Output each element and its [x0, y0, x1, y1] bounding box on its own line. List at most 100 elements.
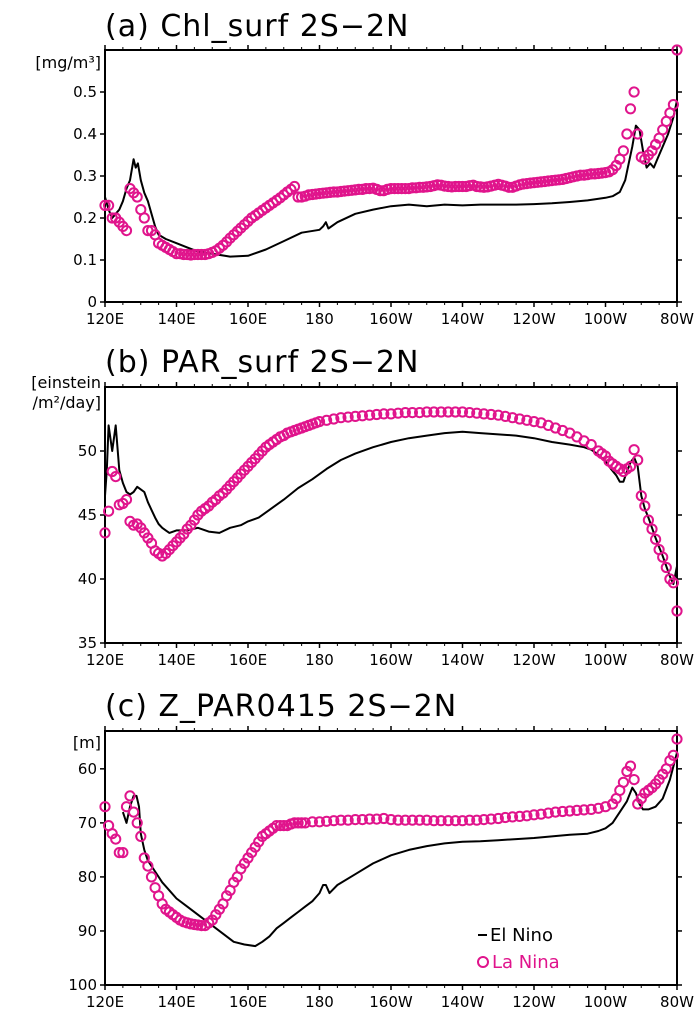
la-nina-marker	[120, 801, 133, 813]
la-nina-marker	[557, 424, 569, 437]
la-nina-marker	[288, 180, 301, 193]
la-nina-marker	[296, 817, 308, 829]
la-nina-marker	[485, 408, 497, 421]
la-nina-marker	[464, 814, 476, 826]
la-nina-marker	[342, 814, 354, 826]
la-nina-marker	[624, 103, 637, 115]
la-nina-marker	[557, 805, 569, 818]
la-nina-marker	[514, 413, 526, 425]
x-tick-label: 140E	[157, 651, 195, 669]
la-nina-marker	[549, 806, 562, 818]
y-unit-label: [mg/m³]	[35, 53, 101, 72]
x-tick-label: 140W	[441, 993, 485, 1011]
la-nina-marker	[406, 182, 418, 194]
la-nina-marker	[128, 806, 140, 818]
x-tick-label: 120E	[86, 651, 124, 669]
la-nina-marker	[364, 409, 376, 421]
plot-area	[99, 44, 683, 261]
la-nina-marker	[328, 815, 340, 827]
la-nina-marker	[671, 44, 683, 56]
la-nina-marker	[271, 820, 283, 832]
la-nina-marker	[632, 454, 644, 466]
la-nina-marker	[399, 183, 411, 195]
x-tick-label: 120E	[86, 993, 124, 1011]
la-nina-marker	[378, 408, 390, 420]
la-nina-marker	[385, 183, 397, 195]
la-nina-marker	[499, 410, 511, 422]
legend: El Nino La Nina	[477, 925, 560, 973]
la-nina-marker	[374, 185, 386, 197]
la-nina-marker	[449, 815, 461, 827]
la-nina-marker	[392, 183, 404, 195]
x-tick-label: 140E	[157, 310, 195, 328]
panel-title: (c) Z_PAR0415 2S−2N	[105, 689, 457, 724]
la-nina-marker	[120, 494, 133, 506]
la-nina-marker	[349, 814, 361, 826]
panel-3: (c) Z_PAR0415 2S−2N[m] 120E 140E 160E 180 160…	[68, 689, 694, 1011]
la-nina-marker	[378, 812, 390, 825]
la-nina-marker	[471, 407, 483, 419]
x-tick-label: 120W	[512, 993, 556, 1011]
x-tick-label: 100W	[584, 651, 628, 669]
la-nina-marker	[535, 808, 547, 820]
la-nina-marker	[195, 920, 208, 932]
y-tick-label: 80	[78, 868, 97, 886]
la-nina-marker	[657, 551, 669, 563]
x-tick-label: 120W	[512, 310, 556, 328]
la-nina-marker	[628, 86, 640, 98]
la-nina-marker	[478, 408, 490, 420]
la-nina-marker	[514, 810, 526, 823]
la-nina-marker	[170, 248, 183, 260]
y-unit-label: [m]	[73, 733, 101, 752]
plot-frame	[104, 730, 678, 986]
la-nina-marker	[521, 810, 533, 822]
la-nina-marker	[628, 444, 640, 456]
la-nina-marker	[414, 407, 426, 419]
la-nina-marker	[585, 803, 597, 816]
la-nina-marker	[549, 422, 562, 434]
x-tick-label: 180	[305, 310, 334, 328]
la-nina-marker	[628, 774, 640, 786]
y-tick-label: 35	[78, 634, 97, 652]
la-nina-marker	[667, 749, 680, 761]
la-nina-marker	[188, 248, 200, 261]
la-nina-marker	[138, 212, 150, 224]
la-nina-marker	[624, 460, 637, 472]
y-tick-label: 0.1	[73, 251, 97, 269]
la-nina-marker	[671, 605, 683, 617]
la-nina-marker	[195, 248, 208, 261]
la-nina-marker	[528, 416, 540, 428]
la-nina-marker	[385, 408, 397, 420]
la-nina-marker	[617, 776, 630, 788]
la-nina-marker	[464, 407, 476, 419]
la-nina-marker	[632, 128, 644, 140]
la-nina-marker	[103, 505, 115, 517]
legend-la-nina-swatch	[477, 956, 489, 968]
la-nina-marker	[650, 533, 662, 545]
la-nina-marker	[349, 410, 361, 422]
y-tick-label: 90	[78, 922, 97, 940]
la-nina-marker	[389, 183, 401, 195]
la-nina-marker	[313, 816, 326, 828]
la-nina-marker	[456, 180, 469, 193]
la-nina-marker	[617, 145, 630, 157]
x-tick-label: 180	[305, 993, 334, 1011]
x-tick-label: 160E	[229, 310, 267, 328]
la-nina-marker	[453, 180, 465, 193]
x-tick-label: 160W	[369, 651, 413, 669]
la-nina-marker	[578, 804, 590, 816]
x-tick-label: 80W	[660, 651, 694, 669]
la-nina-marker	[392, 407, 404, 419]
la-nina-marker	[356, 410, 368, 422]
la-nina-marker	[428, 406, 440, 418]
la-nina-marker	[292, 817, 304, 829]
panel-1: (a) Chl_surf 2S−2N[mg/m³] 120E 140E 160E 180…	[35, 9, 694, 328]
x-tick-label: 80W	[660, 993, 694, 1011]
la-nina-marker	[635, 793, 647, 805]
y-unit-label: [einstein	[31, 373, 101, 392]
x-tick-label: 140W	[441, 651, 485, 669]
la-nina-marker	[635, 490, 647, 502]
la-nina-marker	[442, 815, 454, 827]
la-nina-marker	[328, 413, 340, 425]
